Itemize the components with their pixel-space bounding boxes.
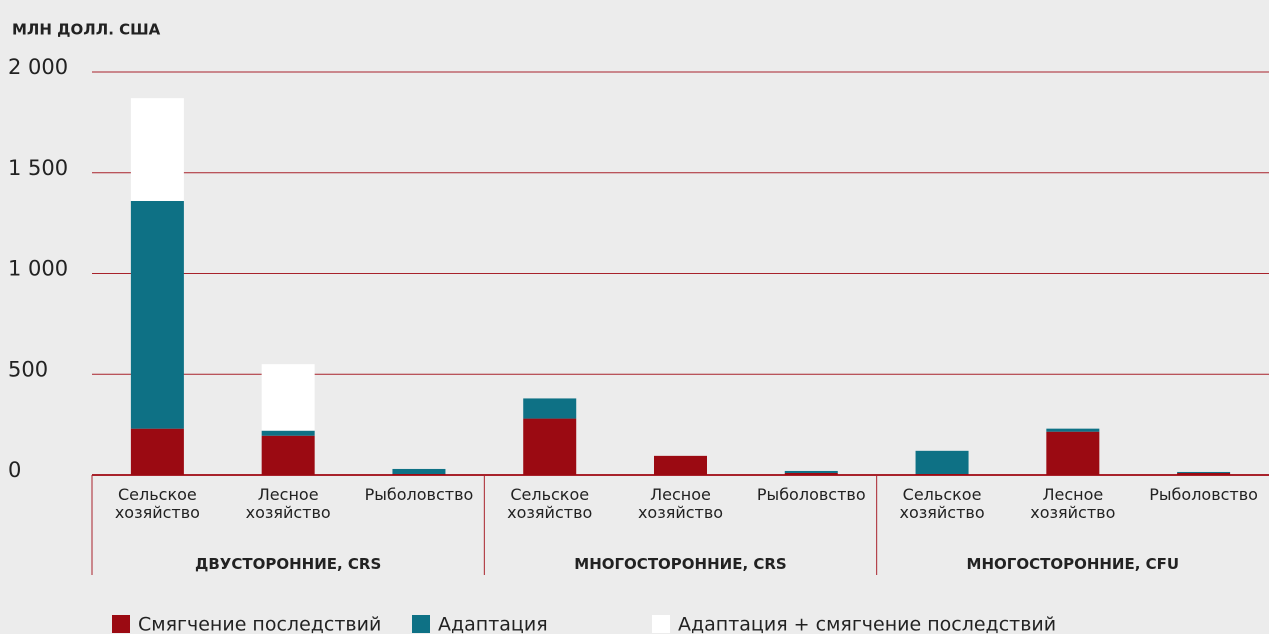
bar-segment — [1046, 431, 1100, 475]
group-label: МНОГОСТОРОННИЕ, CRS — [574, 555, 787, 573]
x-tick-label: Лесное хозяйство — [637, 485, 724, 522]
bar-segment — [915, 473, 969, 475]
legend-label: Адаптация + смягчение последствий — [678, 614, 1056, 634]
bar-segment — [784, 470, 838, 473]
x-tick-label: Сельское хозяйство — [507, 485, 593, 522]
bar-segment — [654, 455, 707, 475]
x-tick-label: Лесное хозяйство — [1030, 485, 1116, 522]
bar-segment — [1046, 428, 1100, 432]
bar-segment — [130, 428, 184, 475]
group-label: ДВУСТОРОННИЕ, CRS — [195, 555, 382, 573]
y-tick-label: 1 000 — [8, 257, 68, 281]
legend-swatch — [412, 615, 430, 633]
y-tick-label: 0 — [8, 458, 21, 482]
y-axis-title: МЛН ДОЛЛ. США — [12, 21, 161, 39]
bar-segment — [1177, 471, 1231, 473]
x-tick-label: Рыболовство — [1149, 485, 1258, 504]
bar-segment — [1177, 472, 1231, 475]
legend-swatch — [112, 615, 130, 633]
bar-segment — [261, 430, 315, 436]
x-tick-label: Рыболовство — [364, 485, 474, 504]
x-tick-label: Сельское хозяйство — [899, 485, 985, 522]
bar-segment — [130, 200, 184, 429]
group-label: МНОГОСТОРОННИЕ, CFU — [966, 555, 1180, 573]
x-tick-label: Сельское хозяйство — [114, 485, 200, 522]
bar-segment — [915, 450, 969, 474]
legend-swatch — [652, 615, 670, 633]
y-tick-label: 1 500 — [8, 156, 68, 180]
bar-segment — [523, 398, 577, 419]
bar-segment — [392, 473, 446, 475]
bar-segment — [261, 364, 315, 431]
legend-label: Смягчение последствий — [138, 614, 381, 634]
bar-segment — [261, 435, 315, 475]
bar-segment — [523, 418, 577, 475]
x-tick-label: Лесное хозяйство — [245, 485, 331, 522]
bar-segment — [130, 98, 184, 201]
bar-segment — [784, 472, 838, 475]
bar-segment — [392, 468, 446, 474]
legend-label: Адаптация — [438, 614, 548, 634]
y-tick-label: 500 — [8, 357, 48, 381]
x-tick-label: Рыболовство — [756, 485, 866, 504]
y-tick-label: 2 000 — [8, 55, 68, 79]
